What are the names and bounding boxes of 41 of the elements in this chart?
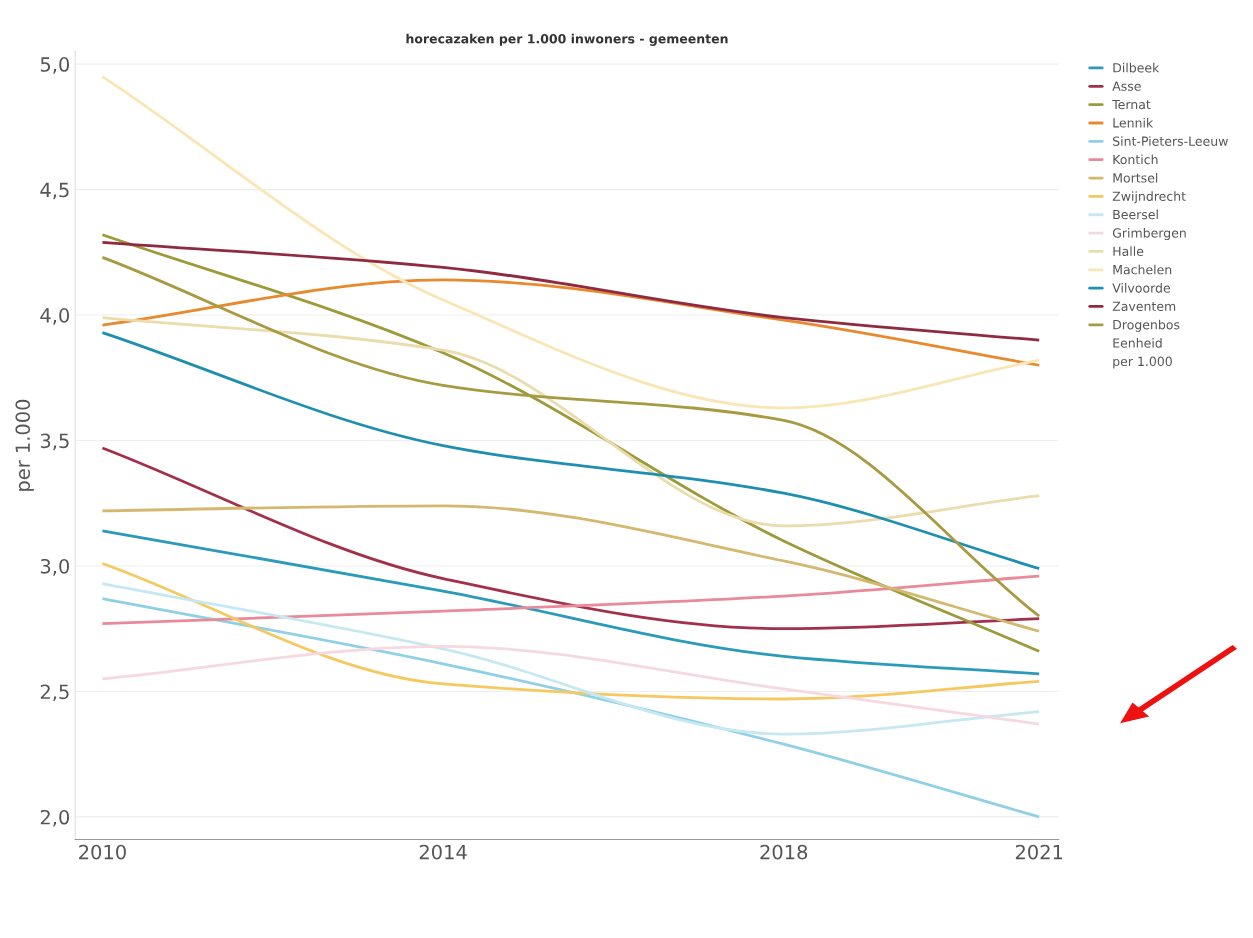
line-series [101,529,1041,676]
y-tick-label: 5,0 [40,57,70,74]
y-tick-label: 3,5 [40,433,69,451]
line-series [101,504,1041,633]
text: Eenheid [1113,338,1162,348]
chart-title: horecazaken per 1.000 inwoners - gemeenten [406,33,728,46]
y-tick-label: 4,5 [40,182,69,200]
legend-label: Dilbeek [1113,62,1160,73]
line-series [101,75,1041,410]
legend-label: Zaventem [1112,301,1176,312]
legend-label: Ternat [1112,99,1151,110]
y-tick-label: 2,0 [40,809,70,827]
line-series [101,446,1041,631]
legend-label: Vilvoorde [1112,283,1170,293]
line-series [101,562,1041,701]
y-tick-label: 3,0 [40,558,70,576]
legend-label: Mortsel [1113,172,1158,183]
legend-label: Drogenbos [1113,319,1180,332]
legend-label: Machelen [1113,264,1172,275]
x-tick-label: 2010 [79,844,126,860]
x-tick-label: 2018 [760,844,808,860]
legend-label: Beersel [1113,209,1158,220]
x-tick-label: 2021 [1015,844,1063,860]
line-series [101,240,1041,342]
line-series [101,331,1041,570]
y-tick-label: 4,0 [40,308,70,325]
legend-label: Asse [1112,81,1141,91]
legend-label: Zwijndrecht [1112,191,1186,204]
legend-label: Kontich [1113,154,1158,165]
legend-label: Lennik [1113,117,1154,128]
legend-label: Grimbergen [1112,227,1186,241]
y-axis-title: per 1.000 [15,399,34,491]
legend-label: Halle [1113,246,1144,256]
legend-label: Sint-Pieters-Leeuw [1113,136,1228,146]
x-tick-label: 2014 [419,844,467,860]
y-tick-label: 2,5 [40,684,69,702]
line-series [101,644,1041,726]
line-series [101,574,1041,626]
line-series [101,582,1041,736]
text: per 1.000 [1113,356,1172,369]
line-series [101,316,1041,528]
